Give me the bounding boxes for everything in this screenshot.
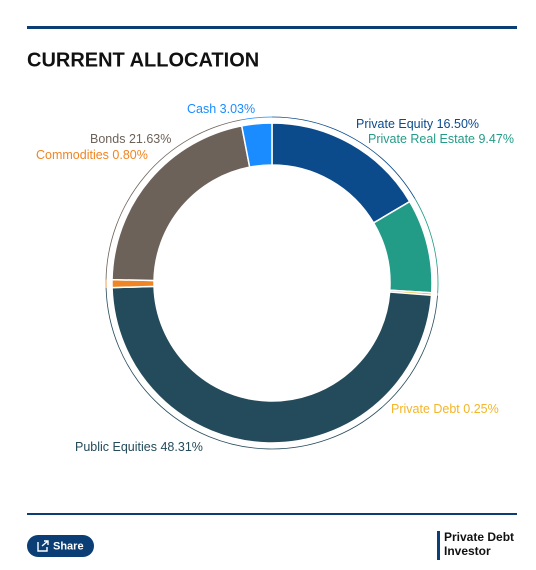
value-label: 3.03% xyxy=(220,102,255,116)
category-name: Commodities xyxy=(36,148,109,162)
share-label[interactable]: Share xyxy=(53,540,84,552)
bottom-rule xyxy=(27,513,517,515)
logo-line: Private Debt xyxy=(444,530,514,544)
donut-slice xyxy=(240,122,273,169)
slice-bracket xyxy=(105,119,241,280)
slice-label: Public Equities 48.31% xyxy=(75,440,203,454)
slice-bracket xyxy=(105,287,438,450)
slice-label: Private Equity 16.50% xyxy=(356,117,479,131)
logo-bar xyxy=(437,531,440,560)
share-icon xyxy=(37,540,49,552)
value-label: 48.31% xyxy=(160,440,202,454)
logo-line: Investor xyxy=(444,544,491,558)
share-button[interactable]: Share xyxy=(27,535,94,557)
slice-bracket xyxy=(414,198,439,294)
value-label: 16.50% xyxy=(437,117,479,131)
slice-bracket xyxy=(271,116,416,199)
slice-label: Cash 3.03% xyxy=(187,102,255,116)
category-name: Cash xyxy=(187,102,216,116)
value-label: 9.47% xyxy=(478,132,513,146)
chart-title: CURRENT ALLOCATION xyxy=(27,49,259,71)
value-label: 21.63% xyxy=(129,132,171,146)
category-name: Private Real Estate xyxy=(368,132,475,146)
slice-label: Private Debt 0.25% xyxy=(391,402,499,416)
value-label: 0.25% xyxy=(463,402,498,416)
slice-bracket xyxy=(240,116,273,121)
category-name: Private Debt xyxy=(391,402,460,416)
slice-label: Private Real Estate 9.47% xyxy=(368,132,514,146)
top-rule xyxy=(27,26,517,29)
value-label: 0.80% xyxy=(112,148,147,162)
donut-slice xyxy=(111,285,433,444)
category-name: Public Equities xyxy=(75,440,157,454)
category-name: Bonds xyxy=(90,132,125,146)
slice-label: Bonds 21.63% xyxy=(90,132,171,146)
category-name: Private Equity xyxy=(356,117,434,131)
slice-label: Commodities 0.80% xyxy=(36,148,148,162)
